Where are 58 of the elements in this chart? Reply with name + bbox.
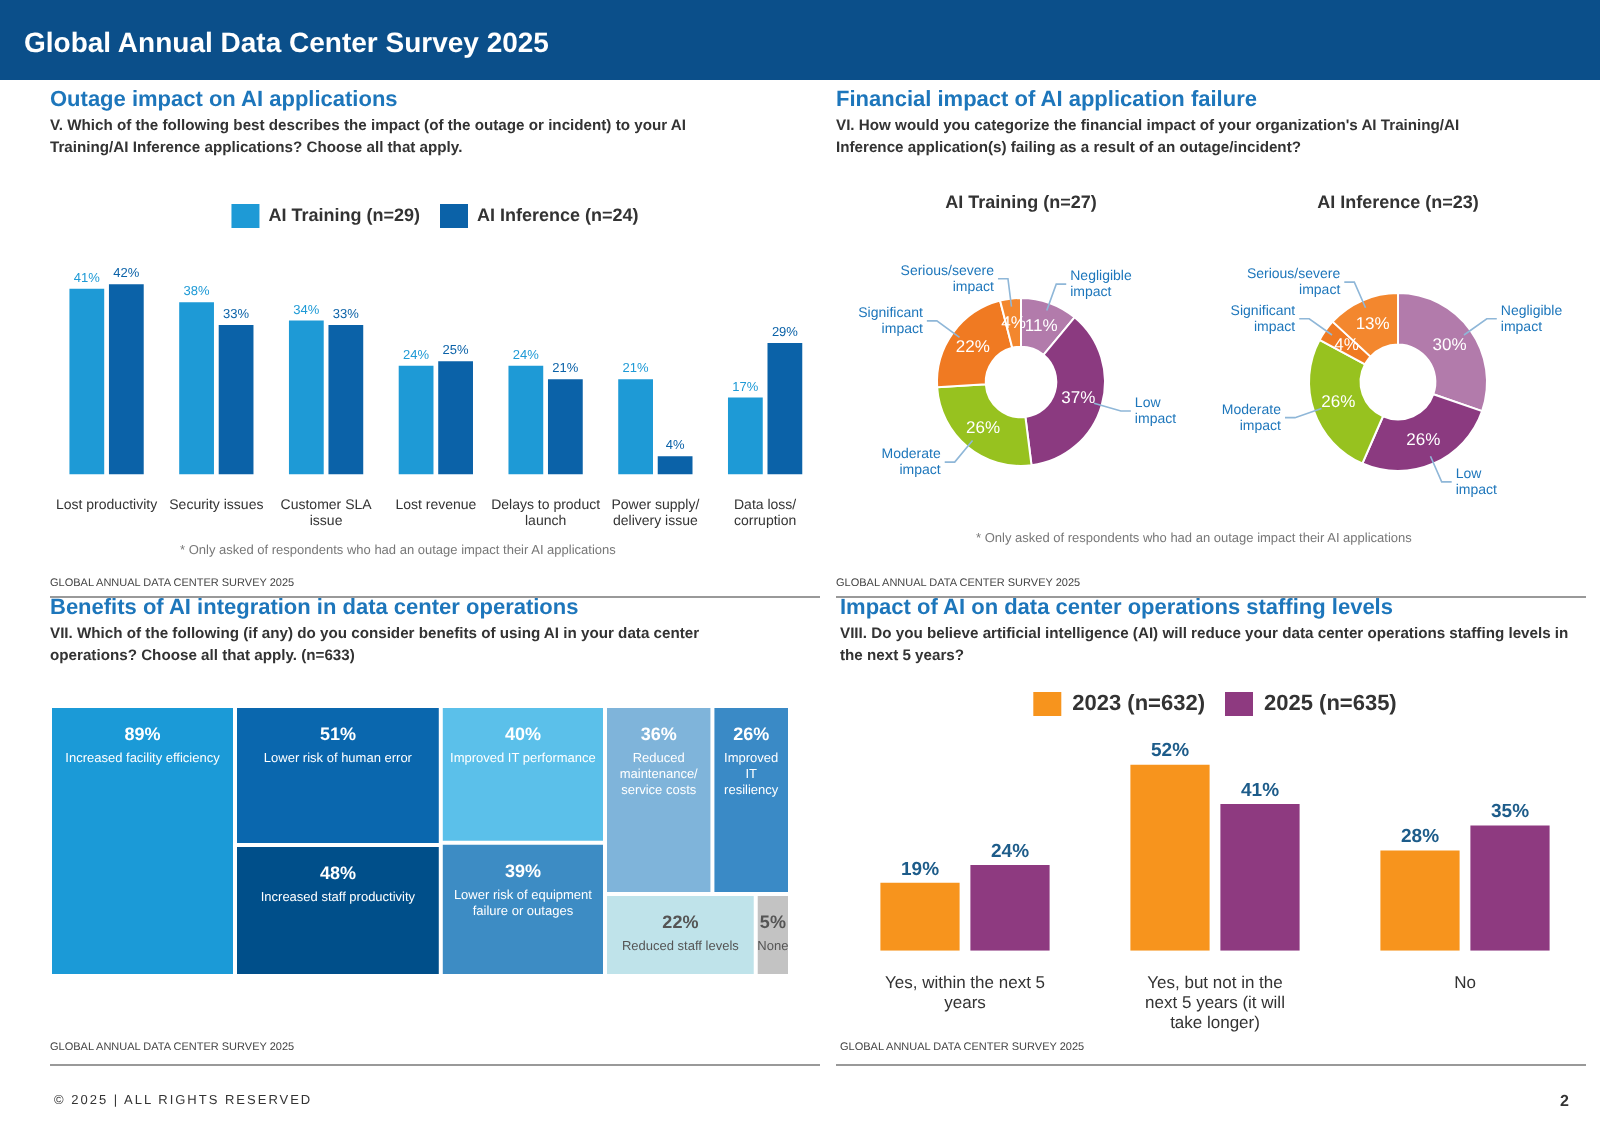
bar (880, 882, 960, 951)
data-label: 24% (990, 840, 1031, 863)
data-label: 11% (1024, 314, 1059, 335)
data-label: 37% (1061, 387, 1097, 408)
data-label: 22% (955, 335, 991, 356)
data-label: 48% (319, 863, 356, 884)
bar (218, 324, 254, 475)
data-label: 26% (1406, 428, 1442, 449)
data-label: 19% (900, 858, 941, 881)
bar (618, 379, 653, 475)
bar (69, 288, 105, 475)
data-label: 28% (1400, 826, 1441, 849)
slice-label: AI Training (n=27) (943, 192, 1099, 212)
data-label: 89% (124, 723, 161, 744)
text: 2 (1560, 1092, 1569, 1110)
chart-title: Outage impact on AI applications (50, 88, 398, 112)
bar (438, 361, 473, 475)
data-label: 22% (662, 912, 699, 933)
data-label: 36% (640, 723, 677, 744)
data-label: 51% (319, 723, 356, 744)
x-tick-label: Yes, within the next 5 years (884, 971, 1046, 1013)
bar (398, 365, 434, 475)
data-label: 52% (1150, 740, 1191, 763)
bar (657, 456, 693, 475)
bar (1380, 850, 1460, 951)
bar (108, 284, 144, 475)
bar (1220, 804, 1300, 951)
data-label: 26% (1321, 391, 1357, 412)
bar (767, 343, 803, 475)
x-tick-label: No (1454, 971, 1477, 992)
slice-label: AI Inference (n=23) (1315, 192, 1481, 212)
data-label: 26% (733, 723, 770, 744)
bar (547, 379, 583, 475)
bar (970, 864, 1050, 951)
bar (727, 397, 763, 475)
chart-title: Financial impact of AI application failure (836, 88, 1257, 112)
text: Global Annual Data Center Survey 2025 (24, 26, 549, 58)
legend-label: 2023 (n=632) (1072, 692, 1206, 717)
x-tick-label: Yes, but not in the next 5 years (it will take longer) (1145, 971, 1286, 1033)
legend-label: AI Training (n=29) (268, 204, 420, 225)
legend-label: 2025 (n=635) (1264, 692, 1398, 717)
data-label: 5% (759, 912, 786, 933)
data-label: 41% (1240, 779, 1281, 802)
bar (1130, 764, 1210, 951)
chart-title: Impact of AI on data center operations staffing levels (840, 596, 1393, 620)
data-label: 39% (504, 860, 541, 881)
data-label: 35% (1490, 801, 1531, 824)
data-label: 26% (965, 416, 1001, 437)
data-label: 30% (1432, 334, 1468, 355)
bar (328, 324, 364, 475)
bar (179, 302, 214, 475)
bar (288, 320, 324, 475)
data-label: 40% (504, 723, 541, 744)
data-label: 13% (1355, 312, 1391, 333)
text: Benefits of AI integration in data center operations (50, 596, 579, 620)
bar (1470, 825, 1550, 951)
bar (508, 365, 544, 475)
legend-label: AI Inference (n=24) (476, 204, 639, 225)
